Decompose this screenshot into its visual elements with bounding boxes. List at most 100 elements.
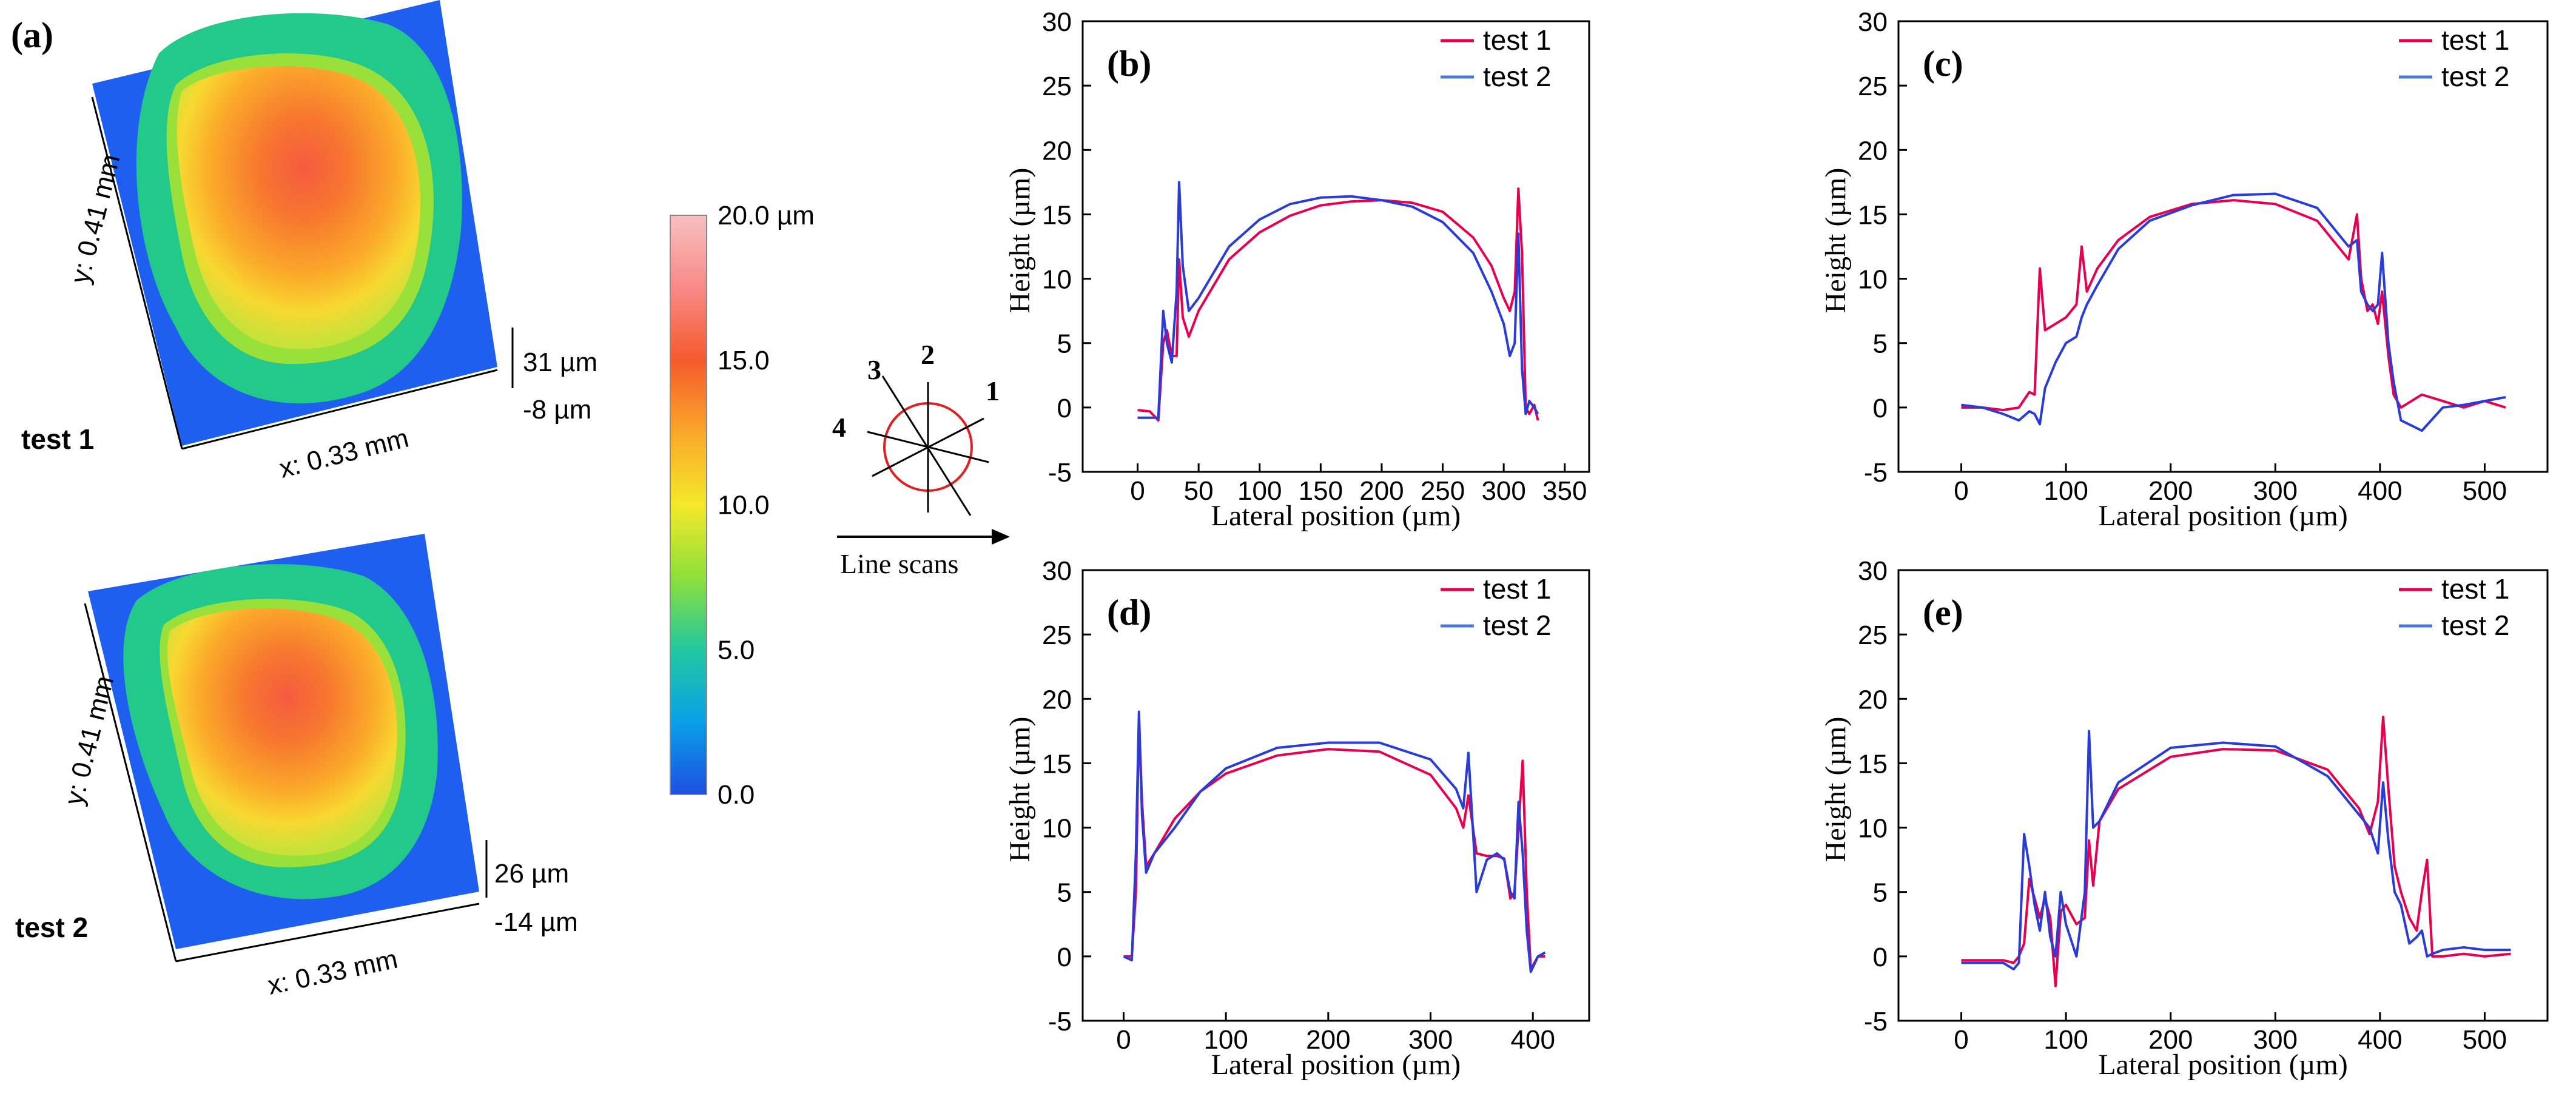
y-tick-label: 0	[1873, 394, 1888, 423]
x-tick-label: 200	[1359, 476, 1404, 506]
legend-label: test 2	[1483, 61, 1552, 92]
map-zmax-label-test-2: 26 µm	[494, 859, 569, 889]
scan-caption: Line scans	[840, 548, 958, 579]
y-tick-label: 20	[1042, 136, 1072, 166]
map-zmax-label-test-1: 31 µm	[523, 348, 597, 377]
x-tick-label: 100	[1203, 1025, 1248, 1055]
y-tick-label: 10	[1042, 265, 1072, 295]
series-line-test-2	[1123, 710, 1546, 973]
x-tick-label: 250	[1421, 476, 1465, 506]
y-tick-label: -5	[1864, 458, 1888, 488]
series-line-test-2	[1137, 181, 1539, 419]
y-tick-label: 25	[1042, 620, 1072, 650]
map-zmin-label-test-1: -8 µm	[523, 395, 591, 425]
x-tick-label: 400	[1511, 1025, 1555, 1055]
panel-label: (c)	[1923, 44, 1963, 84]
x-tick-label: 300	[2253, 1025, 2298, 1055]
colorbar-tick-label: 20.0 µm	[718, 201, 815, 230]
x-tick-label: 500	[2463, 476, 2507, 506]
panel-label: (d)	[1107, 593, 1151, 633]
x-tick-label: 200	[2148, 476, 2193, 506]
legend-label: test 1	[2441, 573, 2510, 605]
series-line-test-2	[1961, 730, 2511, 971]
x-axis-label: Lateral position (µm)	[2098, 500, 2348, 532]
x-tick-label: 0	[1954, 476, 1968, 506]
series-line-test-2	[1961, 192, 2506, 432]
y-tick-label: 5	[1057, 878, 1072, 908]
map-y-axis-line-test-1	[91, 96, 183, 449]
panel-a: (a) y: 0.41 mm x: 0.33 mm 31 µm -8 µm te…	[11, 0, 815, 1001]
x-tick-label: 300	[2253, 476, 2298, 506]
x-tick-label: 0	[1130, 476, 1145, 506]
y-tick-label: 15	[1042, 200, 1072, 230]
y-tick-label: 20	[1858, 685, 1888, 714]
map-x-label-test-2: x: 0.33 mm	[265, 944, 400, 1001]
map-x-label-test-1: x: 0.33 mm	[277, 423, 412, 484]
legend-label: test 2	[2441, 610, 2510, 641]
x-tick-label: 300	[1481, 476, 1525, 506]
y-tick-label: 20	[1858, 136, 1888, 166]
map-dome-test-1	[177, 66, 420, 349]
scan-arrow-head-icon	[992, 529, 1010, 545]
x-tick-label: 400	[2358, 476, 2402, 506]
x-tick-label: 350	[1542, 476, 1587, 506]
map-y-label-test-2: y: 0.41 mm	[59, 673, 119, 808]
map-zmin-label-test-2: -14 µm	[494, 907, 578, 937]
x-tick-label: 50	[1184, 476, 1214, 506]
height-map-test-1: y: 0.41 mm x: 0.33 mm 31 µm -8 µm test 1	[21, 0, 597, 484]
y-tick-label: -5	[1048, 1007, 1072, 1037]
scan-label-2: 2	[921, 339, 935, 370]
y-tick-label: -5	[1048, 458, 1072, 488]
legend-label: test 2	[1483, 610, 1552, 641]
x-tick-label: 100	[2043, 1025, 2088, 1055]
x-axis-label: Lateral position (µm)	[1211, 500, 1461, 532]
x-axis-label: Lateral position (µm)	[1211, 1049, 1461, 1081]
x-tick-label: 500	[2463, 1025, 2507, 1055]
y-tick-label: -5	[1864, 1007, 1888, 1037]
series-line-test-1	[1123, 717, 1545, 971]
series-line-test-1	[1137, 187, 1539, 422]
y-tick-label: 25	[1042, 72, 1072, 101]
plot-frame	[1897, 20, 2549, 473]
map-dome-test-2	[167, 608, 397, 856]
legend-label: test 1	[1483, 24, 1552, 56]
scan-diagram: 1 2 3 4 Line scans	[832, 339, 1010, 579]
x-tick-label: 150	[1299, 476, 1343, 506]
y-tick-label: 15	[1858, 749, 1888, 779]
y-tick-label: 20	[1042, 685, 1072, 714]
x-tick-label: 200	[1306, 1025, 1350, 1055]
y-tick-label: 0	[1873, 943, 1888, 972]
map-y-axis-line-test-2	[84, 603, 177, 962]
y-tick-label: 25	[1858, 620, 1888, 650]
map-title-test-2: test 2	[15, 912, 88, 943]
y-tick-label: 15	[1858, 200, 1888, 230]
colorbar-tick-label: 10.0	[718, 491, 770, 520]
plot-frame	[1897, 569, 2549, 1022]
legend-label: test 2	[2441, 61, 2510, 92]
plot-frame	[1081, 569, 1590, 1022]
series-line-test-1	[1961, 716, 2511, 987]
scan-label-1: 1	[986, 375, 1000, 406]
y-tick-label: 10	[1858, 265, 1888, 295]
x-tick-label: 100	[2043, 476, 2088, 506]
y-tick-label: 25	[1858, 72, 1888, 101]
panel-a-label: (a)	[11, 15, 53, 55]
panel-label: (b)	[1107, 44, 1151, 84]
scan-line-4	[867, 431, 989, 463]
x-tick-label: 0	[1954, 1025, 1968, 1055]
legend-label: test 1	[2441, 24, 2510, 56]
x-tick-label: 200	[2148, 1025, 2193, 1055]
x-tick-label: 0	[1116, 1025, 1131, 1055]
x-tick-label: 100	[1237, 476, 1282, 506]
y-tick-label: 30	[1042, 556, 1072, 586]
y-tick-label: 5	[1873, 878, 1888, 908]
height-map-test-2: y: 0.41 mm x: 0.33 mm 26 µm -14 µm test …	[15, 534, 578, 1001]
x-tick-label: 300	[1408, 1025, 1453, 1055]
y-tick-label: 15	[1042, 749, 1072, 779]
y-tick-label: 5	[1873, 329, 1888, 359]
map-y-label-test-1: y: 0.41 mm	[65, 151, 126, 286]
